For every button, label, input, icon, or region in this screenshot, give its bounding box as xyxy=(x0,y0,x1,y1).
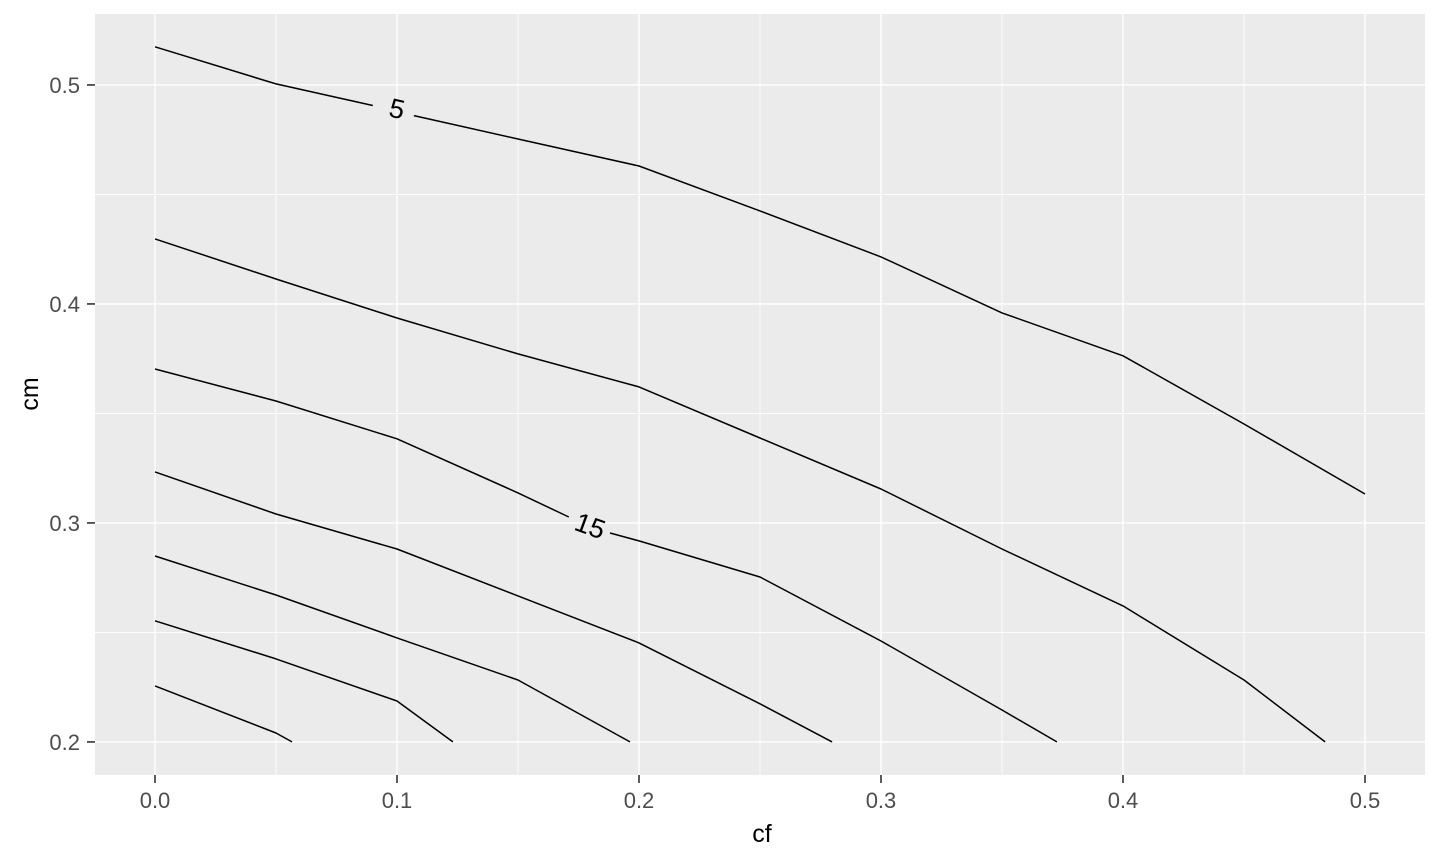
y-axis-title: cm xyxy=(16,377,44,410)
y-tick-label: 0.4 xyxy=(49,292,80,317)
contour-line-20 xyxy=(154,471,833,743)
x-tick-label: 0.0 xyxy=(140,788,171,813)
x-tick-label: 0.2 xyxy=(624,788,655,813)
x-tick-label: 0.4 xyxy=(1108,788,1139,813)
y-tick-label: 0.5 xyxy=(49,73,80,98)
contour-line-5 xyxy=(154,46,373,107)
y-tick-label: 0.2 xyxy=(49,730,80,755)
contour-line-10 xyxy=(154,238,1326,743)
contour-line-25 xyxy=(154,555,631,743)
x-tick-label: 0.5 xyxy=(1350,788,1381,813)
x-tick-label: 0.3 xyxy=(866,788,897,813)
contour-line-15 xyxy=(609,532,1058,743)
x-tick-label: 0.1 xyxy=(382,788,413,813)
contour-label-5: 5 xyxy=(386,93,407,126)
x-axis-title: cf xyxy=(752,820,772,848)
contour-line-30 xyxy=(154,620,454,743)
y-tick-label: 0.3 xyxy=(49,511,80,536)
contour-line-5 xyxy=(413,114,1366,495)
contour-line-15 xyxy=(154,368,570,518)
contour-line-35 xyxy=(154,685,293,743)
